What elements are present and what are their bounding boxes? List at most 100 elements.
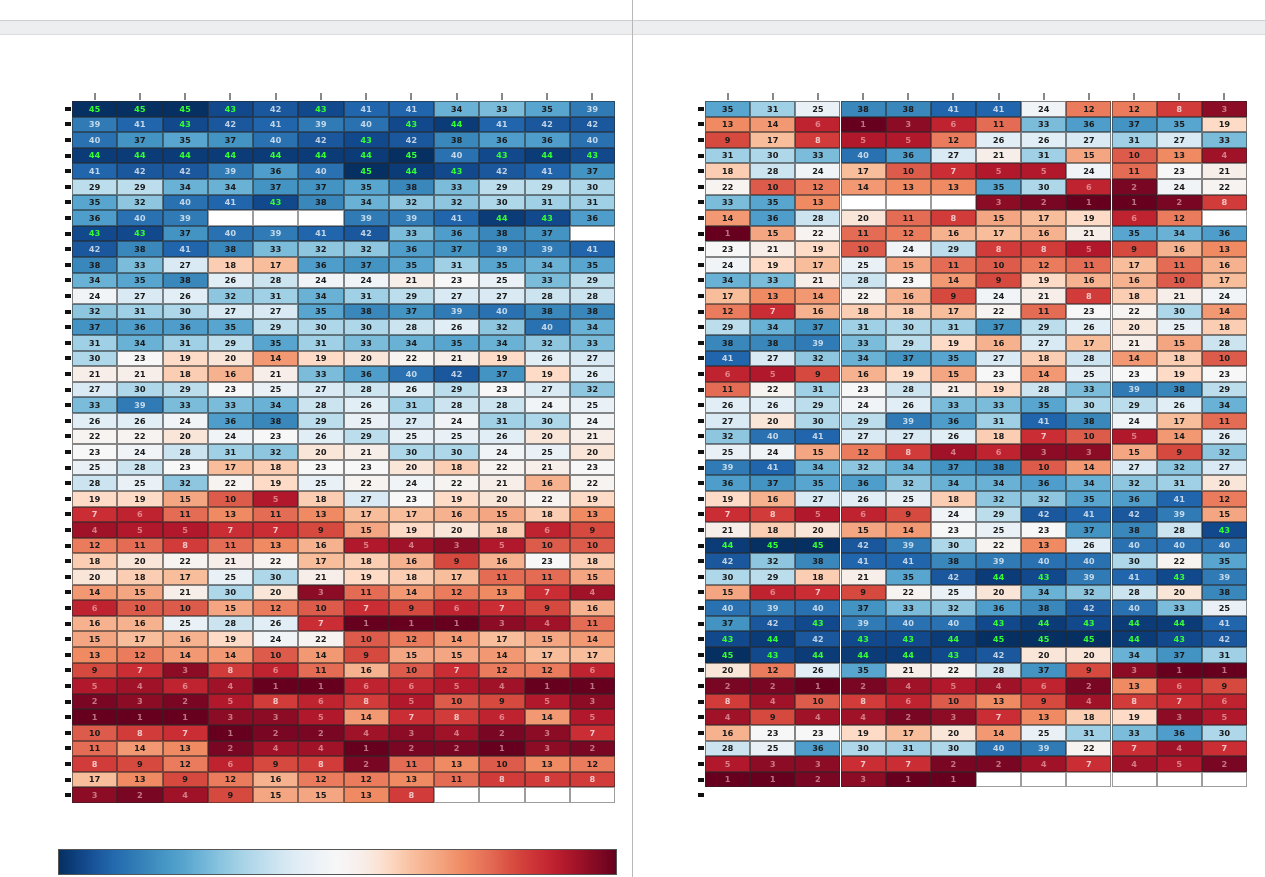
month-tick — [229, 93, 231, 100]
year-tick — [698, 528, 704, 532]
heatmap-cell: 19 — [1021, 272, 1067, 289]
heatmap-cell: 26 — [1156, 397, 1202, 413]
heatmap-cell: 1 — [434, 615, 480, 632]
heatmap-cell: 2 — [117, 787, 163, 803]
heatmap-cell: 4 — [569, 584, 615, 601]
heatmap-cell: 30 — [72, 350, 118, 367]
year-tick — [698, 684, 704, 688]
heatmap-cell: 16 — [795, 303, 841, 320]
year-tick — [698, 153, 704, 158]
heatmap-cell: 3 — [388, 725, 434, 741]
heatmap-cell: 25 — [162, 615, 208, 632]
year-tick — [65, 762, 71, 766]
year-tick — [65, 481, 71, 486]
heatmap-cell: 18 — [524, 506, 570, 523]
heatmap-cell: 7 — [479, 600, 525, 616]
heatmap-cell: 29 — [1021, 319, 1067, 335]
heatmap-cell: 35 — [569, 257, 615, 273]
heatmap-cell: 42 — [750, 615, 796, 632]
heatmap-cell: 38 — [705, 335, 751, 351]
year-tick — [65, 325, 71, 330]
heatmap-cell: 10 — [976, 257, 1022, 273]
heatmap-cell: 3 — [207, 709, 253, 725]
heatmap-cell: 43 — [388, 116, 434, 133]
heatmap-cell: 2 — [705, 678, 751, 694]
heatmap-cell: 20 — [705, 662, 751, 679]
heatmap-cell: 35 — [885, 569, 931, 585]
heatmap-cell: 22 — [434, 475, 480, 491]
heatmap-cell: 23 — [930, 522, 976, 538]
heatmap-cell: 30 — [705, 569, 751, 585]
heatmap-cell: 43 — [750, 647, 796, 663]
heatmap-cell: 18 — [117, 569, 163, 585]
heatmap-cell: 27 — [343, 491, 389, 507]
heatmap-cell: 41 — [885, 553, 931, 569]
heatmap-cell: 11 — [705, 381, 751, 398]
heatmap-cell: 8 — [162, 537, 208, 554]
heatmap-cell: 44 — [795, 647, 841, 663]
heatmap-cell: 4 — [72, 522, 118, 538]
heatmap-cell: 8 — [388, 787, 434, 803]
heatmap-cell: 25 — [72, 459, 118, 476]
heatmap-cell: 2 — [479, 725, 525, 741]
heatmap-cell: 8 — [434, 709, 480, 725]
heatmap-cell: 28 — [207, 615, 253, 632]
heatmap-cell: 1 — [1156, 662, 1202, 679]
month-tick — [772, 93, 774, 100]
heatmap-cell: 45 — [72, 101, 118, 117]
heatmap-cell: 24 — [253, 631, 299, 647]
heatmap-cell: 13 — [1021, 537, 1067, 554]
year-tick — [65, 434, 71, 439]
heatmap-cell: 20 — [207, 350, 253, 367]
heatmap-cell: 19 — [479, 350, 525, 367]
heatmap-cell: 18 — [705, 163, 751, 179]
heatmap-cell: 1 — [479, 740, 525, 757]
heatmap-cell: 11 — [1066, 257, 1112, 273]
heatmap-cell: 18 — [207, 257, 253, 273]
heatmap-cell: 32 — [930, 600, 976, 616]
heatmap-cell: 33 — [298, 366, 344, 382]
heatmap-cell: 37 — [253, 179, 299, 195]
toolbar-strip — [0, 21, 632, 35]
heatmap-cell: 26 — [72, 413, 118, 429]
heatmap-cell: 39 — [750, 600, 796, 616]
heatmap-cell: 17 — [72, 771, 118, 788]
heatmap-cell: 37 — [434, 241, 480, 257]
heatmap-cell: 20 — [1066, 647, 1112, 663]
heatmap-cell: 38 — [840, 101, 886, 117]
heatmap-cell: 43 — [479, 147, 525, 164]
heatmap-cell: 40 — [1201, 537, 1247, 554]
heatmap-cell: 32 — [1066, 584, 1112, 601]
heatmap-cell: 19 — [524, 366, 570, 382]
heatmap-cell: 28 — [1021, 381, 1067, 398]
heatmap-cell: 39 — [795, 335, 841, 351]
heatmap-cell: 11 — [207, 537, 253, 554]
heatmap-cell-empty — [298, 210, 344, 226]
year-tick — [698, 418, 704, 423]
heatmap-cell: 36 — [976, 600, 1022, 616]
heatmap-cell: 12 — [1156, 210, 1202, 226]
heatmap-cell: 36 — [388, 241, 434, 257]
heatmap-cell: 4 — [930, 444, 976, 460]
heatmap-cell: 1 — [885, 771, 931, 788]
heatmap-cell: 5 — [705, 756, 751, 772]
heatmap-cell: 41 — [298, 225, 344, 242]
heatmap-cell: 22 — [1066, 740, 1112, 757]
heatmap-cell: 38 — [1156, 381, 1202, 398]
heatmap-cell: 37 — [976, 319, 1022, 335]
heatmap-cell-empty — [1201, 771, 1247, 788]
heatmap-cell: 35 — [524, 101, 570, 117]
heatmap-cell: 22 — [976, 303, 1022, 320]
heatmap-cell: 23 — [434, 272, 480, 289]
heatmap-cell: 13 — [434, 756, 480, 772]
heatmap-cell: 18 — [388, 569, 434, 585]
heatmap-cell: 16 — [750, 491, 796, 507]
heatmap-cell: 45 — [162, 101, 208, 117]
heatmap-cell: 36 — [885, 147, 931, 164]
heatmap-cell: 10 — [1201, 350, 1247, 367]
heatmap-cell: 11 — [976, 116, 1022, 133]
heatmap-cell: 18 — [976, 428, 1022, 445]
heatmap-cell: 45 — [976, 631, 1022, 647]
month-tick — [952, 93, 954, 100]
heatmap-cell: 43 — [343, 132, 389, 148]
